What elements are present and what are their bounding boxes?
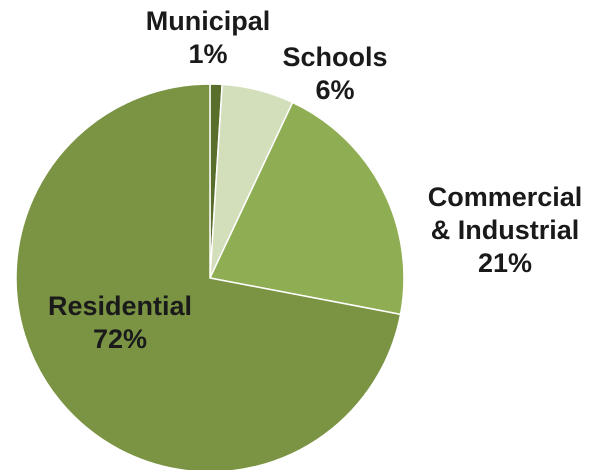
slice-label-commercial-and-industrial: Commercial & Industrial 21% xyxy=(428,182,583,278)
slice-label-municipal: Municipal 1% xyxy=(146,6,271,69)
slice-percent-label: 1% xyxy=(188,39,227,69)
slice-name-label: Commercial xyxy=(428,182,583,212)
slice-percent-label: 6% xyxy=(315,75,354,105)
pie-slice-commercial-and-industrial xyxy=(209,101,405,316)
slice-percent-label: 72% xyxy=(93,324,147,354)
slice-name-label: Residential xyxy=(48,291,192,321)
slice-label-residential: Residential 72% xyxy=(48,291,192,354)
slice-name-label: & Industrial xyxy=(431,215,580,245)
slice-percent-label: 21% xyxy=(478,248,532,278)
pie-slice-residential xyxy=(15,83,402,470)
slice-name-label: Municipal xyxy=(146,6,271,36)
pie-slices xyxy=(15,83,405,470)
slice-label-schools: Schools 6% xyxy=(282,42,387,105)
slice-name-label: Schools xyxy=(282,42,387,72)
pie-labels: Municipal 1% Schools 6%Commercial & Industri… xyxy=(48,6,582,354)
